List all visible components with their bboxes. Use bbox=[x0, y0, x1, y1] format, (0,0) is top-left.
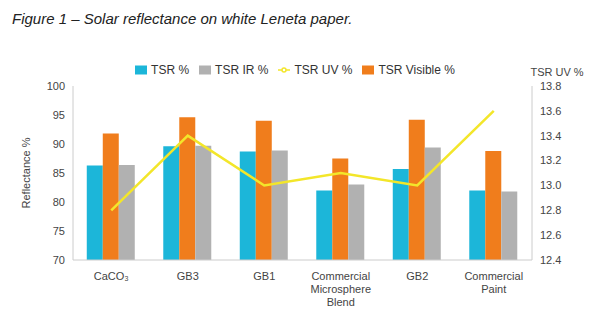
svg-text:80: 80 bbox=[53, 196, 65, 208]
html-text:Figure 1 – Solar reflectance o: Figure 1 – Solar reflectance on white Le… bbox=[12, 10, 353, 27]
svg-text:85: 85 bbox=[53, 167, 65, 179]
html-text:TSR IR %: TSR IR % bbox=[215, 63, 269, 77]
svg-text:12.4: 12.4 bbox=[540, 254, 561, 266]
svg-text:CaCO₃: CaCO₃ bbox=[94, 270, 129, 282]
svg-text:13.6: 13.6 bbox=[540, 105, 561, 117]
svg-text:100: 100 bbox=[47, 80, 65, 92]
html-text:TSR UV %: TSR UV % bbox=[294, 63, 353, 77]
svg-text:13.4: 13.4 bbox=[540, 130, 561, 142]
svg-text:TSR UV %: TSR UV % bbox=[530, 66, 583, 78]
svg-text:CommercialPaint: CommercialPaint bbox=[464, 270, 523, 295]
svg-text:95: 95 bbox=[53, 109, 65, 121]
html-text:TSR Visible %: TSR Visible % bbox=[378, 63, 455, 77]
svg-text:90: 90 bbox=[53, 138, 65, 150]
svg-text:13.0: 13.0 bbox=[540, 179, 561, 191]
svg-text:70: 70 bbox=[53, 254, 65, 266]
svg-text:12.6: 12.6 bbox=[540, 229, 561, 241]
svg-text:12.8: 12.8 bbox=[540, 204, 561, 216]
svg-text:13.2: 13.2 bbox=[540, 154, 561, 166]
svg-text:GB2: GB2 bbox=[406, 270, 428, 282]
svg-text:GB3: GB3 bbox=[177, 270, 199, 282]
svg-text:75: 75 bbox=[53, 225, 65, 237]
svg-text:13.8: 13.8 bbox=[540, 80, 561, 92]
svg-text:Reflectance %: Reflectance % bbox=[20, 137, 32, 208]
html-text:TSR %: TSR % bbox=[151, 63, 190, 77]
svg-text:CommercialMicrosphereBlend: CommercialMicrosphereBlend bbox=[310, 270, 371, 308]
svg-text:GB1: GB1 bbox=[253, 270, 275, 282]
